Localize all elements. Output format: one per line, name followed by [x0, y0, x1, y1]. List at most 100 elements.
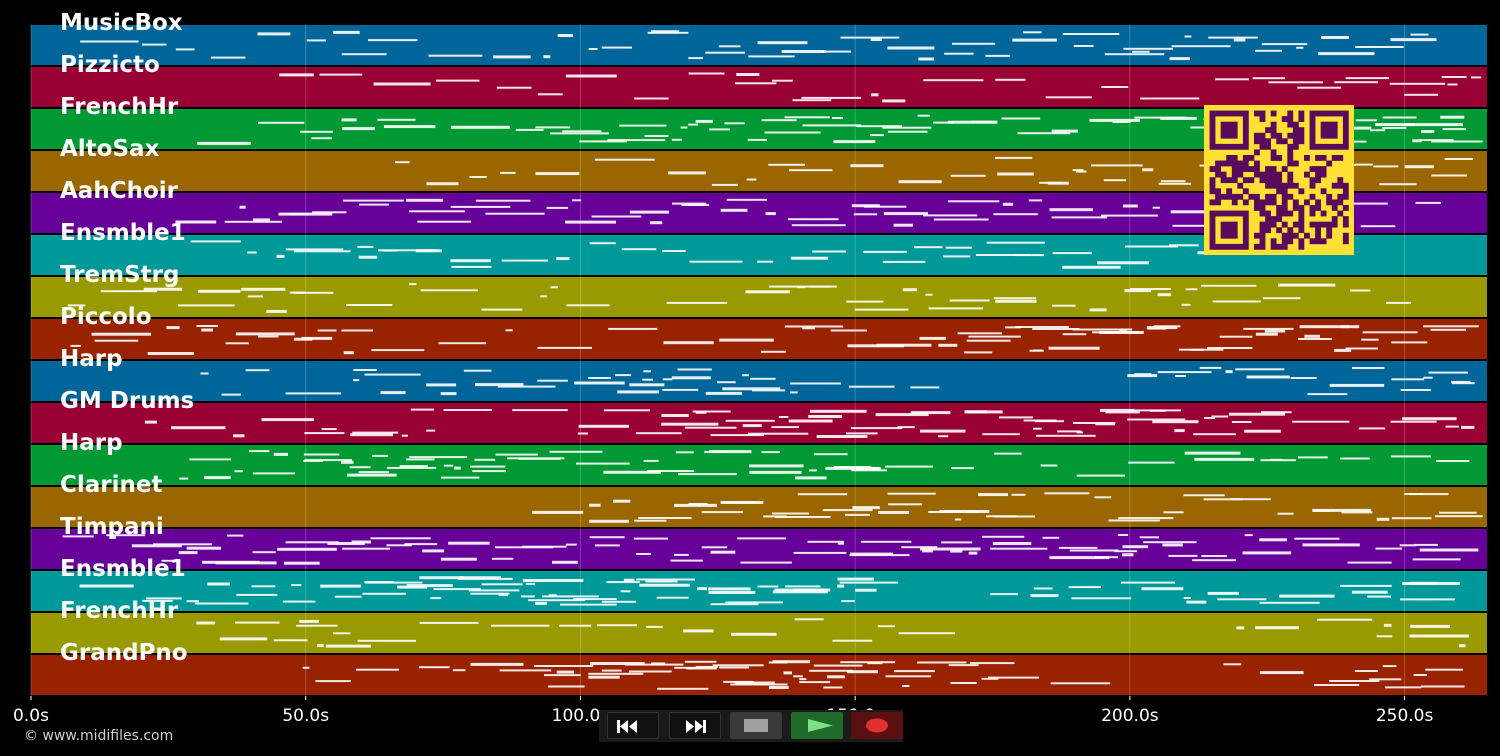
note: [475, 383, 524, 387]
note: [1114, 550, 1138, 553]
note: [701, 511, 743, 514]
play-button[interactable]: [791, 712, 843, 739]
note: [525, 582, 536, 585]
tick-label: 0.0s: [13, 706, 49, 726]
note: [550, 286, 558, 289]
note: [1410, 581, 1437, 585]
note: [1436, 460, 1470, 462]
note: [1461, 425, 1475, 429]
note: [990, 593, 1019, 596]
note: [353, 369, 377, 371]
rewind-button[interactable]: [607, 712, 659, 739]
stop-button[interactable]: [730, 712, 782, 739]
note: [303, 453, 340, 456]
note: [409, 283, 417, 286]
note: [351, 540, 371, 544]
note: [311, 137, 332, 140]
note: [988, 676, 1040, 679]
note: [1211, 415, 1229, 418]
record-button[interactable]: [851, 712, 903, 739]
note: [1036, 434, 1096, 437]
note: [273, 452, 288, 456]
note: [722, 387, 781, 391]
note: [882, 260, 926, 263]
note: [472, 470, 506, 473]
note: [1160, 116, 1197, 120]
note: [882, 126, 932, 129]
note: [645, 580, 678, 583]
note: [1298, 456, 1328, 459]
note: [799, 681, 831, 684]
note: [1049, 208, 1093, 212]
note: [1174, 429, 1185, 433]
note: [748, 432, 809, 435]
note: [772, 590, 828, 594]
note: [813, 453, 848, 456]
note: [371, 349, 425, 352]
note: [846, 300, 884, 303]
note: [1051, 129, 1078, 133]
note: [629, 670, 672, 673]
note: [1370, 129, 1386, 132]
note: [606, 581, 640, 584]
note: [966, 339, 1011, 342]
note: [1030, 594, 1059, 598]
note: [1341, 511, 1373, 514]
note: [717, 381, 736, 384]
note: [675, 451, 694, 454]
fast-forward-button[interactable]: [669, 712, 721, 739]
note: [822, 509, 873, 512]
note: [352, 431, 399, 434]
note: [189, 458, 232, 461]
note: [1340, 325, 1360, 329]
note: [1101, 86, 1129, 88]
note: [1355, 119, 1377, 122]
note: [1425, 668, 1463, 671]
note: [995, 156, 1033, 159]
note: [950, 549, 963, 553]
note: [1130, 288, 1171, 290]
note: [757, 41, 808, 45]
note: [285, 392, 341, 395]
note: [317, 329, 337, 332]
note: [774, 516, 831, 518]
note: [789, 169, 833, 172]
note: [725, 601, 783, 604]
note: [643, 459, 659, 462]
note: [1015, 326, 1069, 328]
note: [1376, 635, 1393, 638]
note: [1069, 549, 1119, 552]
note: [475, 199, 531, 202]
note: [854, 308, 909, 311]
note: [791, 224, 846, 227]
note: [1017, 132, 1071, 135]
note: [1012, 38, 1057, 42]
note: [109, 536, 116, 539]
note: [91, 332, 151, 336]
note: [383, 125, 436, 129]
note: [574, 381, 625, 385]
note: [225, 342, 249, 345]
note: [840, 36, 900, 39]
note: [1228, 412, 1285, 416]
note: [566, 304, 610, 307]
note: [887, 46, 935, 50]
note: [420, 289, 478, 292]
note: [1153, 325, 1181, 328]
note: [680, 126, 688, 129]
note: [1108, 519, 1160, 522]
note: [603, 470, 661, 474]
note: [315, 680, 351, 683]
note: [528, 599, 586, 602]
note: [608, 327, 658, 330]
note: [499, 669, 552, 672]
note: [760, 350, 786, 353]
note: [146, 597, 182, 600]
note: [493, 55, 531, 59]
note: [341, 460, 354, 464]
note: [435, 79, 480, 82]
note: [1321, 36, 1349, 39]
note: [1146, 326, 1178, 330]
note: [1390, 455, 1431, 458]
note: [1347, 561, 1392, 564]
